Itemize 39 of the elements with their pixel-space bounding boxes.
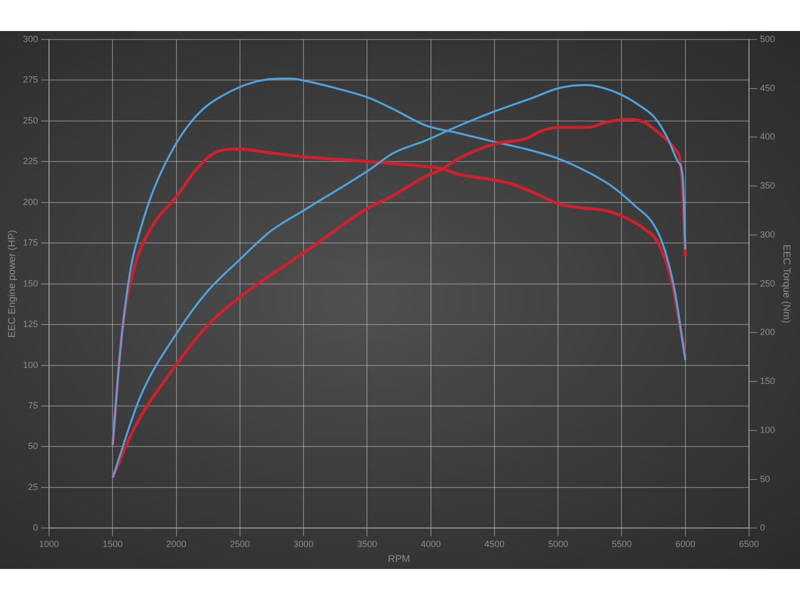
x-tick-label: 5500 [612, 539, 632, 550]
y2-tick-label: 300 [760, 229, 776, 240]
y2-tick-label: 250 [760, 278, 776, 288]
x-tick-label: 2000 [166, 539, 186, 550]
y-tick-label: 75 [28, 400, 38, 410]
y2-tick-label: 150 [760, 376, 776, 386]
x-tick-label: 3500 [357, 539, 378, 550]
y-tick-label: 25 [28, 482, 38, 492]
x-axis-title: RPM [388, 554, 410, 565]
y-tick-label: 50 [28, 441, 38, 452]
y2-tick-label: 350 [760, 180, 776, 191]
y2-tick-label: 450 [760, 82, 776, 93]
x-tick-label: 1000 [39, 539, 60, 550]
y-tick-label: 250 [22, 115, 38, 126]
y-axis-title: EEC Engine power (HP) [6, 230, 18, 338]
x-tick-label: 6500 [738, 539, 759, 550]
y-tick-label: 300 [22, 34, 38, 44]
x-tick-label: 1500 [102, 539, 123, 550]
x-tick-label: 4500 [484, 539, 504, 550]
y2-tick-label: 200 [760, 327, 776, 338]
y2-tick-label: 500 [760, 34, 776, 44]
y-tick-label: 0 [33, 522, 38, 533]
y-tick-label: 125 [22, 319, 38, 330]
y2-tick-label: 50 [760, 474, 770, 484]
y-tick-label: 275 [22, 74, 38, 85]
x-tick-label: 3000 [294, 539, 314, 550]
y2-axis-title: EEC Torque (Nm) [780, 244, 792, 324]
x-tick-label: 5000 [548, 539, 568, 550]
x-tick-label: 2500 [230, 539, 250, 550]
y-tick-label: 175 [22, 238, 38, 248]
y-tick-label: 200 [22, 196, 38, 207]
y-tick-label: 100 [22, 360, 38, 370]
y-tick-label: 225 [22, 156, 38, 166]
y2-tick-label: 400 [760, 132, 776, 142]
y-tick-label: 150 [22, 278, 38, 288]
y2-tick-label: 100 [760, 424, 776, 435]
x-tick-label: 6000 [675, 539, 696, 550]
x-tick-label: 4000 [420, 539, 441, 550]
y2-tick-label: 0 [760, 522, 765, 533]
